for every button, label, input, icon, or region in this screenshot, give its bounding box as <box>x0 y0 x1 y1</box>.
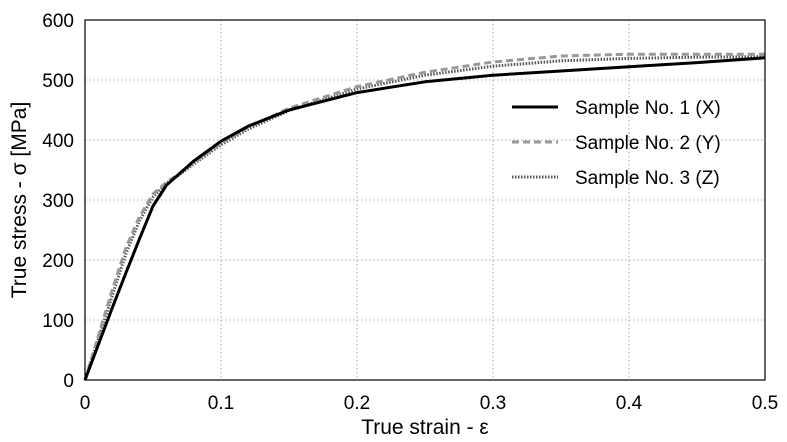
x-tick-label: 0.4 <box>616 393 643 414</box>
grid-lines <box>85 20 765 380</box>
tick-labels: 0 0.1 0.2 0.3 0.4 0.5 0 100 200 300 400 500 600 <box>42 11 778 414</box>
y-tick-label: 300 <box>42 191 74 212</box>
y-tick-label: 200 <box>42 251 74 272</box>
plot-frame <box>84 19 766 381</box>
y-tick-label: 500 <box>42 71 74 92</box>
x-tick-label: 0.2 <box>344 393 370 414</box>
y-axis-title: True stress - σ [MPa] <box>8 102 31 299</box>
x-tick-label: 0.5 <box>752 393 778 414</box>
y-tick-label: 600 <box>42 11 74 32</box>
x-axis-title: True strain - ε <box>361 416 489 439</box>
legend-label-sample-3: Sample No. 3 (Z) <box>575 168 720 189</box>
x-tick-label: 0.1 <box>208 393 234 414</box>
series-lines <box>83 52 766 381</box>
legend-label-sample-1: Sample No. 1 (X) <box>575 98 721 119</box>
series-line-sample-2 <box>83 52 765 381</box>
legend: Sample No. 1 (X) Sample No. 2 (Y) Sample N… <box>512 98 721 189</box>
y-tick-label: 0 <box>63 371 74 392</box>
series-line-sample-3 <box>83 55 766 381</box>
x-tick-label: 0 <box>80 393 91 414</box>
x-tick-label: 0.3 <box>480 393 506 414</box>
y-tick-label: 400 <box>42 131 74 152</box>
y-tick-label: 100 <box>42 311 74 332</box>
series-line-sample-1 <box>83 56 766 381</box>
legend-label-sample-2: Sample No. 2 (Y) <box>575 133 721 154</box>
